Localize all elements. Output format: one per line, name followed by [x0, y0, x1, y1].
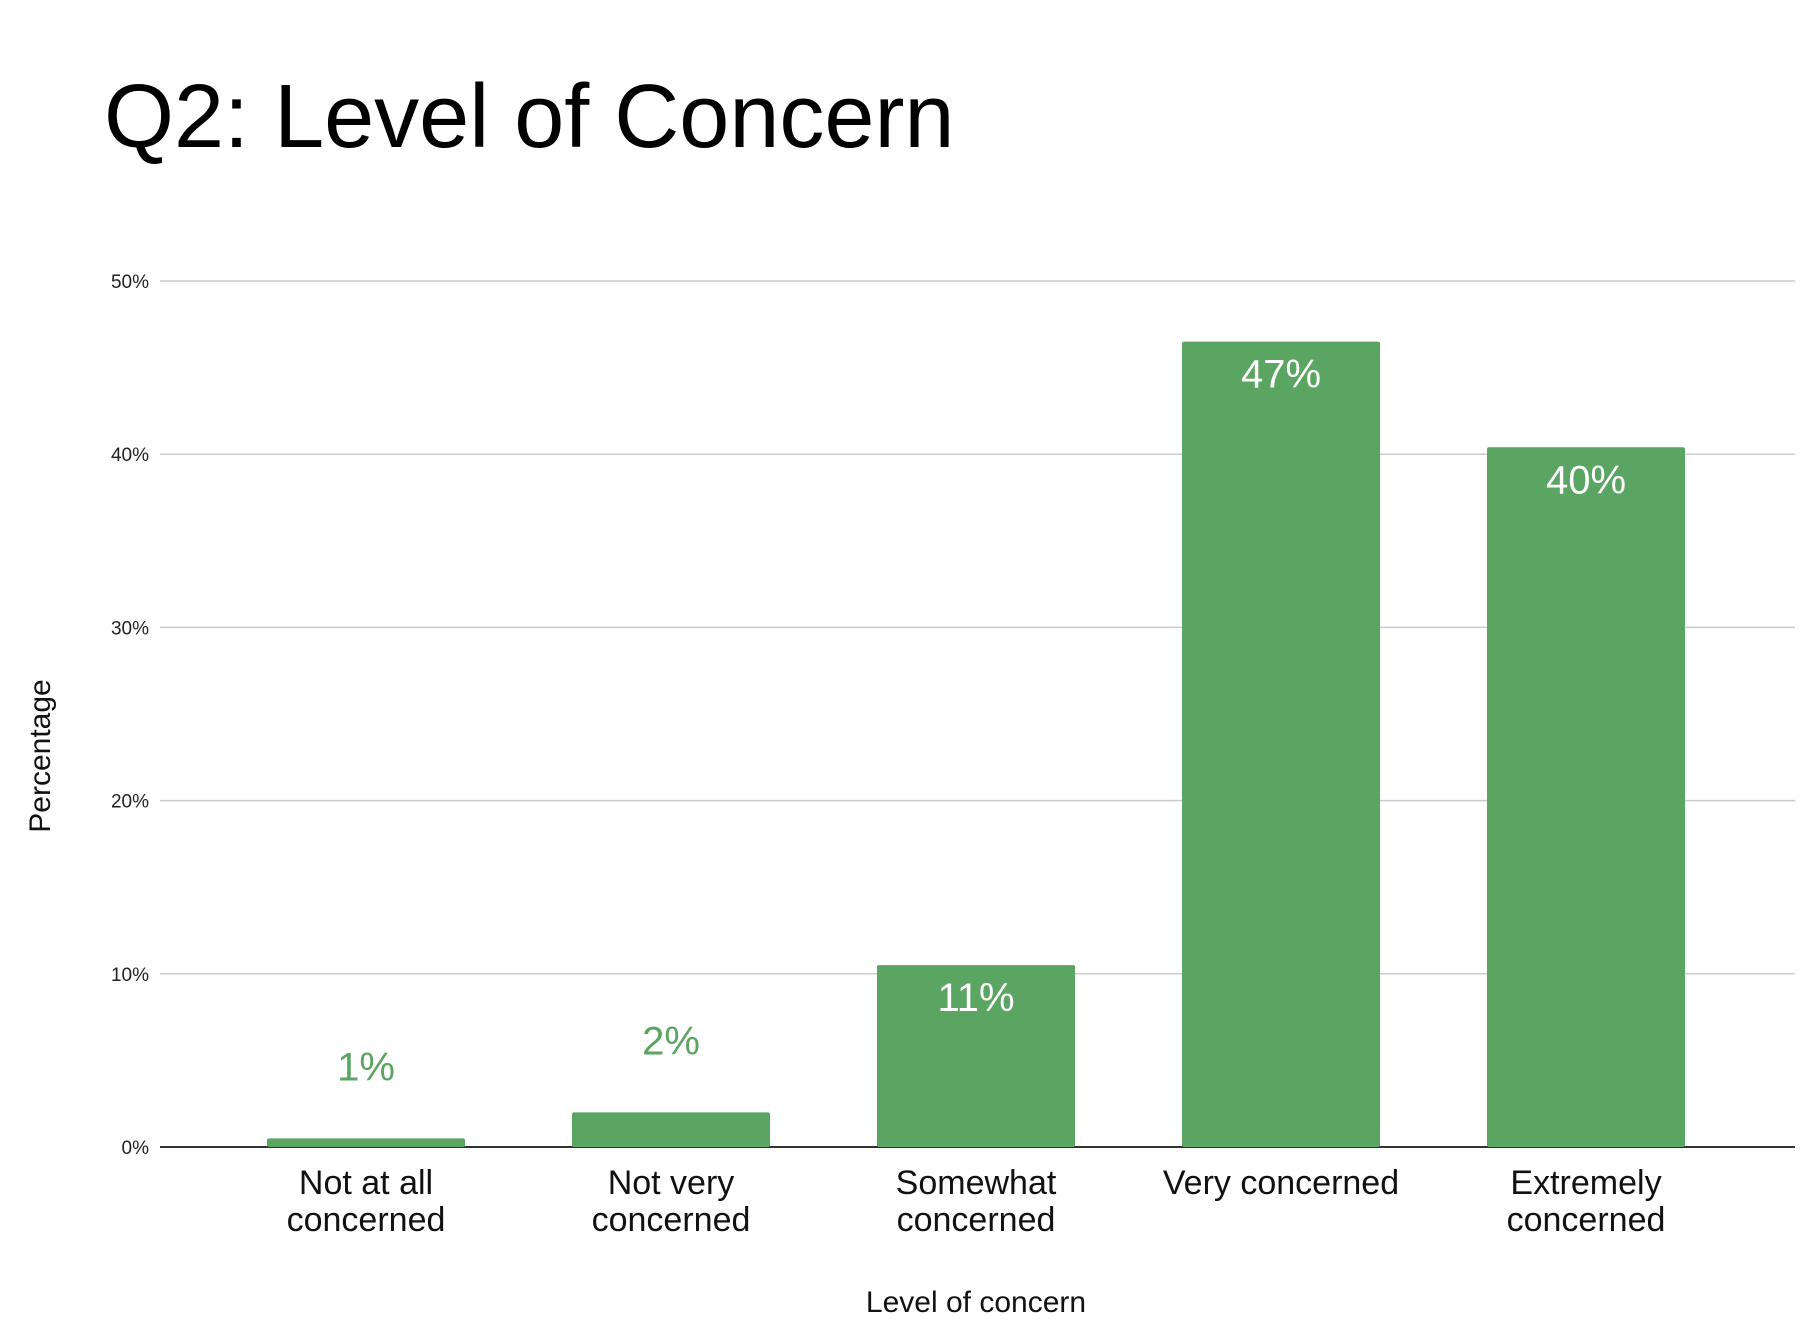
y-tick-label: 0%: [122, 1138, 150, 1159]
data-label: 2%: [642, 1019, 700, 1063]
bar: [267, 1138, 465, 1147]
x-category-label: Very concerned: [1163, 1164, 1399, 1202]
y-tick-label: 20%: [111, 792, 149, 813]
bar: [1487, 447, 1685, 1148]
slide-title: Q2: Level of Concern: [104, 67, 955, 167]
y-tick-label: 30%: [111, 618, 149, 639]
x-category-label: concerned: [897, 1201, 1056, 1239]
x-category-label: Not very: [608, 1164, 735, 1202]
data-label: 47%: [1241, 353, 1321, 397]
bar: [572, 1112, 770, 1147]
y-axis-title: Percentage: [24, 679, 57, 832]
x-category-label: concerned: [1507, 1201, 1666, 1239]
bars: [267, 341, 1685, 1148]
bar: [877, 965, 1075, 1147]
x-category-label: Somewhat: [896, 1164, 1057, 1202]
y-tick-label: 50%: [111, 272, 149, 293]
y-axis-tick-labels: 0% 10% 20% 30% 40% 50%: [111, 272, 149, 1159]
x-category-label: concerned: [592, 1201, 751, 1239]
data-label: 1%: [337, 1045, 395, 1089]
bar: [1182, 341, 1380, 1147]
data-labels: 1% 2% 11% 47% 40%: [337, 353, 1626, 1090]
y-tick-label: 40%: [111, 445, 149, 466]
x-category-label: Not at all: [299, 1164, 433, 1202]
data-label: 11%: [937, 976, 1014, 1020]
x-category-label: Extremely: [1510, 1164, 1661, 1202]
x-category-label: concerned: [287, 1201, 446, 1239]
x-axis-title: Level of concern: [866, 1286, 1086, 1319]
y-tick-label: 10%: [111, 965, 149, 986]
data-label: 40%: [1546, 458, 1626, 502]
